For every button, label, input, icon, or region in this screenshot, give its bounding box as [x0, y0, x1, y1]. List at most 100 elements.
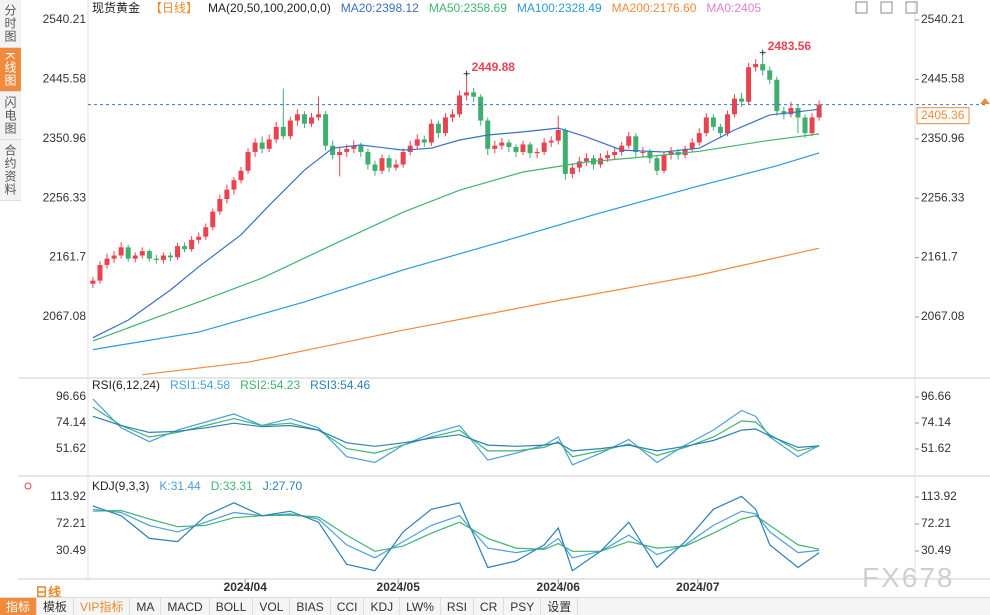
- candle-body: [344, 148, 350, 152]
- candle-body: [238, 170, 244, 181]
- legend-entry: RSI1:54.58: [170, 378, 230, 392]
- panel-title: KDJ(9,3,3): [92, 479, 149, 493]
- candle-body: [139, 251, 145, 256]
- y-tick-label: 2161.7: [49, 250, 86, 264]
- legend-entry: K:31.44: [159, 479, 201, 493]
- side-tab[interactable]: K线图: [0, 48, 21, 93]
- candle-body: [647, 151, 653, 159]
- y-tick-label: 72.21: [56, 516, 86, 530]
- candle-body: [668, 151, 674, 156]
- candle-body: [478, 96, 484, 121]
- line: [92, 406, 820, 458]
- candle-body: [428, 123, 434, 143]
- candle-body: [414, 139, 420, 146]
- y-tick-label: 113.92: [921, 489, 957, 503]
- candle-body: [809, 117, 815, 134]
- candle-body: [640, 151, 646, 153]
- tab[interactable]: VIP指标: [74, 598, 131, 615]
- candle-body: [710, 117, 716, 127]
- candle-body: [760, 64, 766, 71]
- candle-body: [217, 199, 223, 212]
- line: [92, 508, 820, 559]
- candle-body: [224, 189, 230, 200]
- tab[interactable]: LW%: [400, 598, 441, 615]
- panel-title: RSI(6,12,24): [92, 378, 160, 392]
- tab[interactable]: BIAS: [290, 598, 331, 615]
- candle-body: [160, 255, 166, 260]
- candle-body: [576, 161, 582, 168]
- legend-entry: MA50:2358.69: [429, 1, 507, 15]
- y-tick-label: 2256.33: [921, 190, 965, 204]
- line: [92, 509, 820, 552]
- candle-body: [407, 145, 413, 152]
- tab[interactable]: 指标: [0, 598, 38, 615]
- window-button[interactable]: [855, 1, 868, 14]
- candle-body: [252, 142, 258, 152]
- line: [92, 495, 820, 572]
- candle-body: [203, 227, 209, 237]
- tab[interactable]: CCI: [331, 598, 365, 615]
- tab[interactable]: 设置: [541, 598, 579, 615]
- window-button[interactable]: [880, 1, 893, 14]
- tab[interactable]: CR: [474, 598, 505, 615]
- candle-body: [125, 247, 131, 259]
- window-button[interactable]: [905, 1, 918, 14]
- candle-body: [196, 236, 202, 240]
- candle-body: [294, 114, 300, 121]
- tab[interactable]: MA: [130, 598, 162, 615]
- candle-body: [795, 108, 801, 118]
- candle-body: [393, 164, 399, 168]
- candle-body: [534, 151, 540, 154]
- candle-body: [612, 151, 618, 156]
- y-tick-label: 2445.58: [43, 72, 87, 86]
- settings-icon[interactable]: [24, 482, 32, 490]
- candle-body: [189, 239, 195, 250]
- candle-body: [626, 136, 632, 146]
- candle-body: [175, 246, 181, 258]
- watermark: FX678: [862, 562, 955, 593]
- legend-entry: RSI2:54.23: [240, 378, 300, 392]
- tab[interactable]: BOLL: [210, 598, 254, 615]
- candle-body: [365, 151, 371, 165]
- candle-body: [633, 136, 639, 152]
- candle-body: [703, 117, 709, 134]
- y-tick-label: 96.66: [56, 389, 86, 403]
- candle-body: [132, 255, 138, 259]
- period-label: 【日线】: [150, 1, 198, 15]
- candle-body: [90, 280, 96, 284]
- candle-body: [661, 155, 667, 171]
- tab[interactable]: RSI: [441, 598, 474, 615]
- side-tab[interactable]: 分时图: [0, 0, 21, 48]
- candle-body: [562, 129, 568, 174]
- candle-body: [746, 67, 752, 102]
- candle-body: [210, 211, 216, 228]
- candle-body: [802, 117, 808, 134]
- tab[interactable]: 模板: [37, 598, 75, 615]
- candle-body: [287, 120, 293, 137]
- sidebar: 分时图 K线图 闪电图 合约资料: [0, 0, 21, 202]
- y-tick-label: 2540.21: [921, 12, 965, 26]
- candle-body: [541, 142, 547, 152]
- last-price-box: [916, 107, 970, 125]
- tab[interactable]: VOL: [253, 598, 291, 615]
- candle-body: [739, 98, 745, 102]
- candle-body: [146, 251, 152, 259]
- candle-body: [450, 114, 456, 118]
- legend-entry: MA200:2176.60: [612, 1, 697, 15]
- y-tick-label: 74.14: [921, 415, 951, 429]
- candle-body: [555, 129, 561, 141]
- candle-body: [231, 180, 237, 190]
- candle-body: [619, 145, 625, 152]
- y-tick-label: 2350.96: [921, 131, 965, 145]
- candle-body: [372, 164, 378, 171]
- tab[interactable]: MACD: [161, 598, 210, 615]
- tab[interactable]: KDJ: [364, 598, 401, 615]
- tab[interactable]: PSY: [504, 598, 542, 615]
- candle-body: [457, 95, 463, 115]
- period-selector[interactable]: 日线: [35, 585, 62, 600]
- side-tab[interactable]: 闪电图: [0, 92, 21, 141]
- candle-body: [774, 79, 780, 112]
- side-tab[interactable]: 合约资料: [0, 140, 21, 202]
- legend-entry: RSI3:54.46: [310, 378, 370, 392]
- candle-body: [97, 264, 103, 281]
